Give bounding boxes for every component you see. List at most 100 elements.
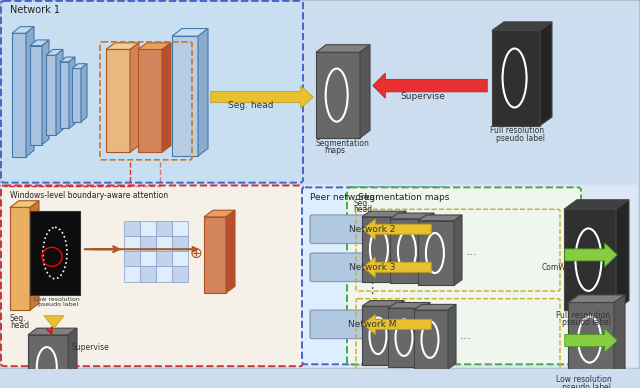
Polygon shape (172, 251, 188, 266)
FancyBboxPatch shape (1, 185, 303, 366)
Polygon shape (60, 57, 75, 62)
Text: Low resolution: Low resolution (556, 375, 612, 385)
Polygon shape (26, 27, 34, 157)
Polygon shape (414, 310, 448, 369)
Text: Supervise: Supervise (72, 343, 109, 352)
Polygon shape (204, 217, 226, 293)
Polygon shape (616, 200, 629, 310)
Polygon shape (124, 221, 140, 236)
Text: Seg.: Seg. (10, 314, 27, 322)
Polygon shape (12, 33, 26, 157)
Text: Segmentation maps: Segmentation maps (358, 193, 449, 202)
Polygon shape (30, 40, 49, 46)
Text: ...: ... (466, 245, 478, 258)
Polygon shape (10, 201, 39, 207)
Polygon shape (42, 40, 49, 145)
Polygon shape (140, 221, 156, 236)
Polygon shape (388, 303, 430, 308)
Polygon shape (138, 43, 171, 49)
Text: ⋮: ⋮ (364, 281, 380, 296)
Polygon shape (60, 62, 69, 128)
Polygon shape (418, 221, 454, 285)
Polygon shape (56, 49, 63, 135)
Text: pseudo label: pseudo label (562, 383, 611, 388)
Polygon shape (69, 57, 75, 128)
Polygon shape (540, 22, 552, 126)
Polygon shape (138, 49, 162, 152)
FancyBboxPatch shape (310, 253, 434, 282)
Text: head: head (10, 321, 29, 330)
Polygon shape (390, 213, 434, 219)
Polygon shape (426, 213, 434, 284)
Polygon shape (30, 46, 42, 145)
Polygon shape (172, 266, 188, 282)
FancyBboxPatch shape (1, 1, 303, 183)
Polygon shape (448, 304, 456, 369)
Polygon shape (492, 30, 540, 126)
Text: ComWin: ComWin (542, 263, 574, 272)
Polygon shape (362, 217, 398, 282)
Polygon shape (418, 215, 462, 221)
Text: maps: maps (324, 146, 345, 155)
Polygon shape (316, 45, 370, 52)
Text: Network 2: Network 2 (349, 225, 395, 234)
Text: Segmentation: Segmentation (316, 139, 370, 147)
Text: Seg. head: Seg. head (228, 101, 273, 111)
Polygon shape (454, 215, 462, 285)
Text: Network M: Network M (348, 320, 396, 329)
FancyBboxPatch shape (2, 185, 638, 367)
Text: ...: ... (460, 329, 472, 341)
Polygon shape (362, 301, 404, 306)
Polygon shape (172, 29, 208, 36)
Polygon shape (140, 266, 156, 282)
FancyBboxPatch shape (310, 215, 434, 244)
Polygon shape (162, 43, 171, 152)
Polygon shape (30, 201, 39, 310)
Polygon shape (564, 200, 629, 209)
FancyBboxPatch shape (302, 187, 446, 364)
Polygon shape (10, 207, 30, 310)
Polygon shape (422, 303, 430, 367)
Polygon shape (362, 306, 396, 365)
FancyBboxPatch shape (310, 310, 434, 339)
Polygon shape (68, 328, 77, 388)
Text: pseudo label: pseudo label (562, 318, 611, 327)
Polygon shape (172, 221, 188, 236)
Text: Full resolution: Full resolution (490, 126, 544, 135)
Polygon shape (362, 211, 406, 217)
Text: Full resolution: Full resolution (556, 311, 610, 320)
Text: pseudo label: pseudo label (496, 134, 545, 143)
Polygon shape (106, 43, 139, 49)
Polygon shape (414, 304, 456, 310)
Polygon shape (130, 43, 139, 152)
Polygon shape (140, 236, 156, 251)
Polygon shape (46, 55, 56, 135)
Polygon shape (226, 210, 235, 293)
Polygon shape (124, 236, 140, 251)
Polygon shape (568, 295, 625, 303)
Polygon shape (28, 335, 68, 388)
Polygon shape (81, 64, 87, 122)
Text: Network 1: Network 1 (10, 5, 60, 15)
Polygon shape (492, 22, 552, 30)
Polygon shape (388, 308, 422, 367)
Polygon shape (124, 251, 140, 266)
FancyBboxPatch shape (0, 0, 640, 369)
Polygon shape (172, 236, 188, 251)
FancyBboxPatch shape (347, 187, 581, 364)
Polygon shape (398, 211, 406, 282)
Text: Supervise: Supervise (400, 92, 445, 101)
Polygon shape (28, 328, 77, 335)
Text: Peer networks: Peer networks (310, 193, 374, 202)
Polygon shape (396, 301, 404, 365)
Polygon shape (12, 27, 34, 33)
Polygon shape (316, 52, 360, 138)
Polygon shape (106, 49, 130, 152)
Polygon shape (564, 209, 616, 310)
Polygon shape (390, 219, 426, 284)
Polygon shape (204, 210, 235, 217)
Polygon shape (614, 295, 625, 377)
Polygon shape (172, 36, 198, 156)
Polygon shape (30, 211, 80, 295)
Polygon shape (198, 29, 208, 156)
